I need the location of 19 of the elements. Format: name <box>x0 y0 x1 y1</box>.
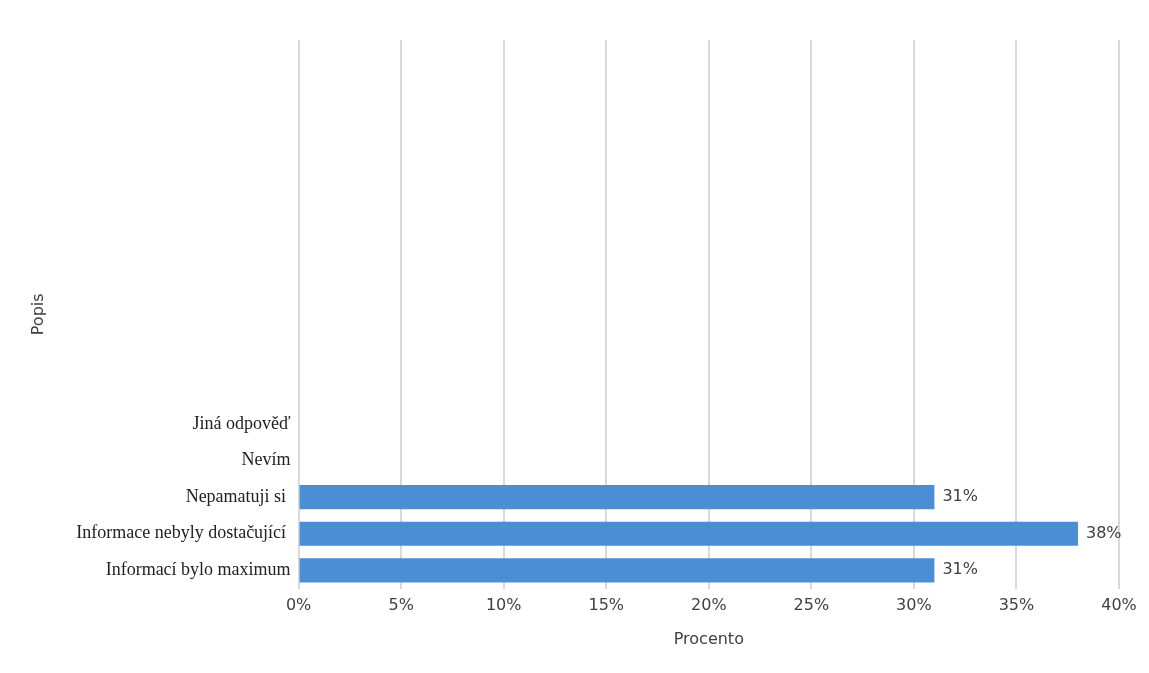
x-tick-label: 0% <box>285 595 312 615</box>
x-axis-title: Procento <box>673 628 744 648</box>
x-tick-label: 5% <box>388 595 414 615</box>
y-axis-title: Popis <box>27 293 47 336</box>
x-tick-label: 30% <box>896 595 932 615</box>
x-tick-label: 25% <box>793 595 830 615</box>
y-tick-label: Informace nebyly dostačující <box>76 522 291 543</box>
y-tick-label: Nepamatuji si <box>185 485 291 506</box>
y-tick-label: Nevím <box>241 449 291 470</box>
y-tick-label: Informací bylo maximum <box>105 559 291 580</box>
data-label: 38% <box>1085 522 1122 542</box>
data-label: 31% <box>942 559 978 579</box>
x-tick-label: 35% <box>998 595 1035 615</box>
x-tick-label: 20% <box>691 595 727 615</box>
x-tick-label: 10% <box>485 595 522 615</box>
x-tick-label: 15% <box>588 595 625 615</box>
x-tick-label: 40% <box>1101 595 1137 615</box>
data-label: 31% <box>942 486 978 506</box>
y-tick-label: Jiná odpověď <box>192 412 291 433</box>
